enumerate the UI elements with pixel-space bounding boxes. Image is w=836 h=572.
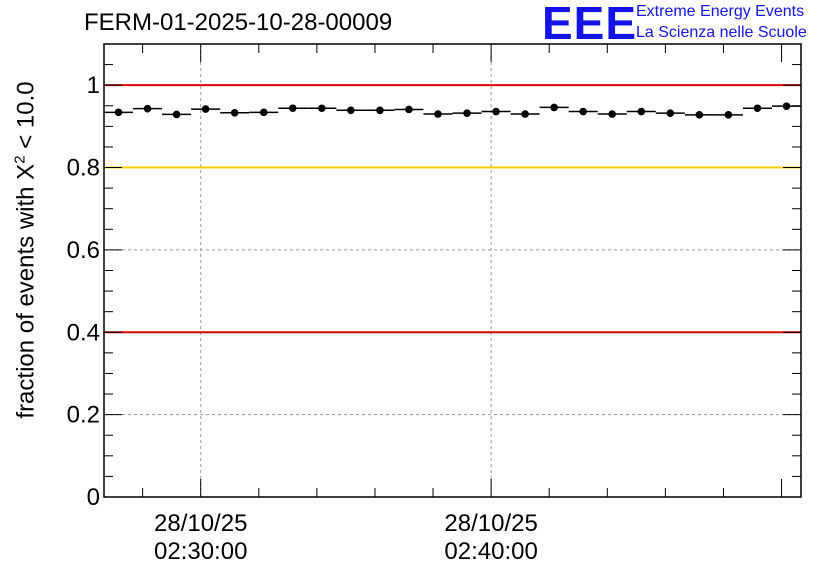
data-point [347,106,355,115]
data-point [753,104,762,113]
data-point [143,104,152,113]
logo-text-line2: La Scienza nelle Scuole [636,24,807,41]
data-point [172,110,181,119]
x-tick-date: 28/10/25 [444,510,538,537]
x-tick-time: 02:30:00 [153,538,248,565]
data-point [259,108,268,117]
chart-title: FERM-01-2025-10-28-00009 [84,9,393,36]
y-tick-label: 0.2 [67,402,100,429]
data-point [463,109,471,117]
data-point [579,107,587,116]
x-tick-date: 28/10/25 [153,510,248,537]
data-point [608,110,617,118]
data-point [230,108,239,117]
data-point [434,110,442,118]
logo-text-line1: Extreme Energy Events [636,3,805,20]
data-point [782,102,791,110]
x-tick-label: 28/10/25 02:30:00 [154,510,247,566]
y-tick-label: 0.4 [67,319,100,346]
data-point [637,107,646,116]
data-point [114,108,123,117]
data-point [550,103,558,112]
data-point [492,107,500,116]
data-point [521,110,529,118]
data-point [724,111,733,119]
y-tick-label: 1 [87,72,100,99]
data-point [405,105,413,114]
x-tick-label: 28/10/25 02:40:00 [444,510,537,566]
data-point [695,111,704,119]
plot-frame [103,43,802,498]
y-tick-label: 0.6 [67,237,100,264]
data-point [376,106,384,115]
data-point [318,104,326,113]
eee-logo: EEE [542,0,638,49]
y-tick-label: 0.8 [67,155,100,182]
y-tick-label: 0 [87,484,100,511]
data-point [201,105,210,113]
x-tick-time: 02:40:00 [444,538,538,565]
data-point [666,109,675,117]
data-point [288,104,297,113]
